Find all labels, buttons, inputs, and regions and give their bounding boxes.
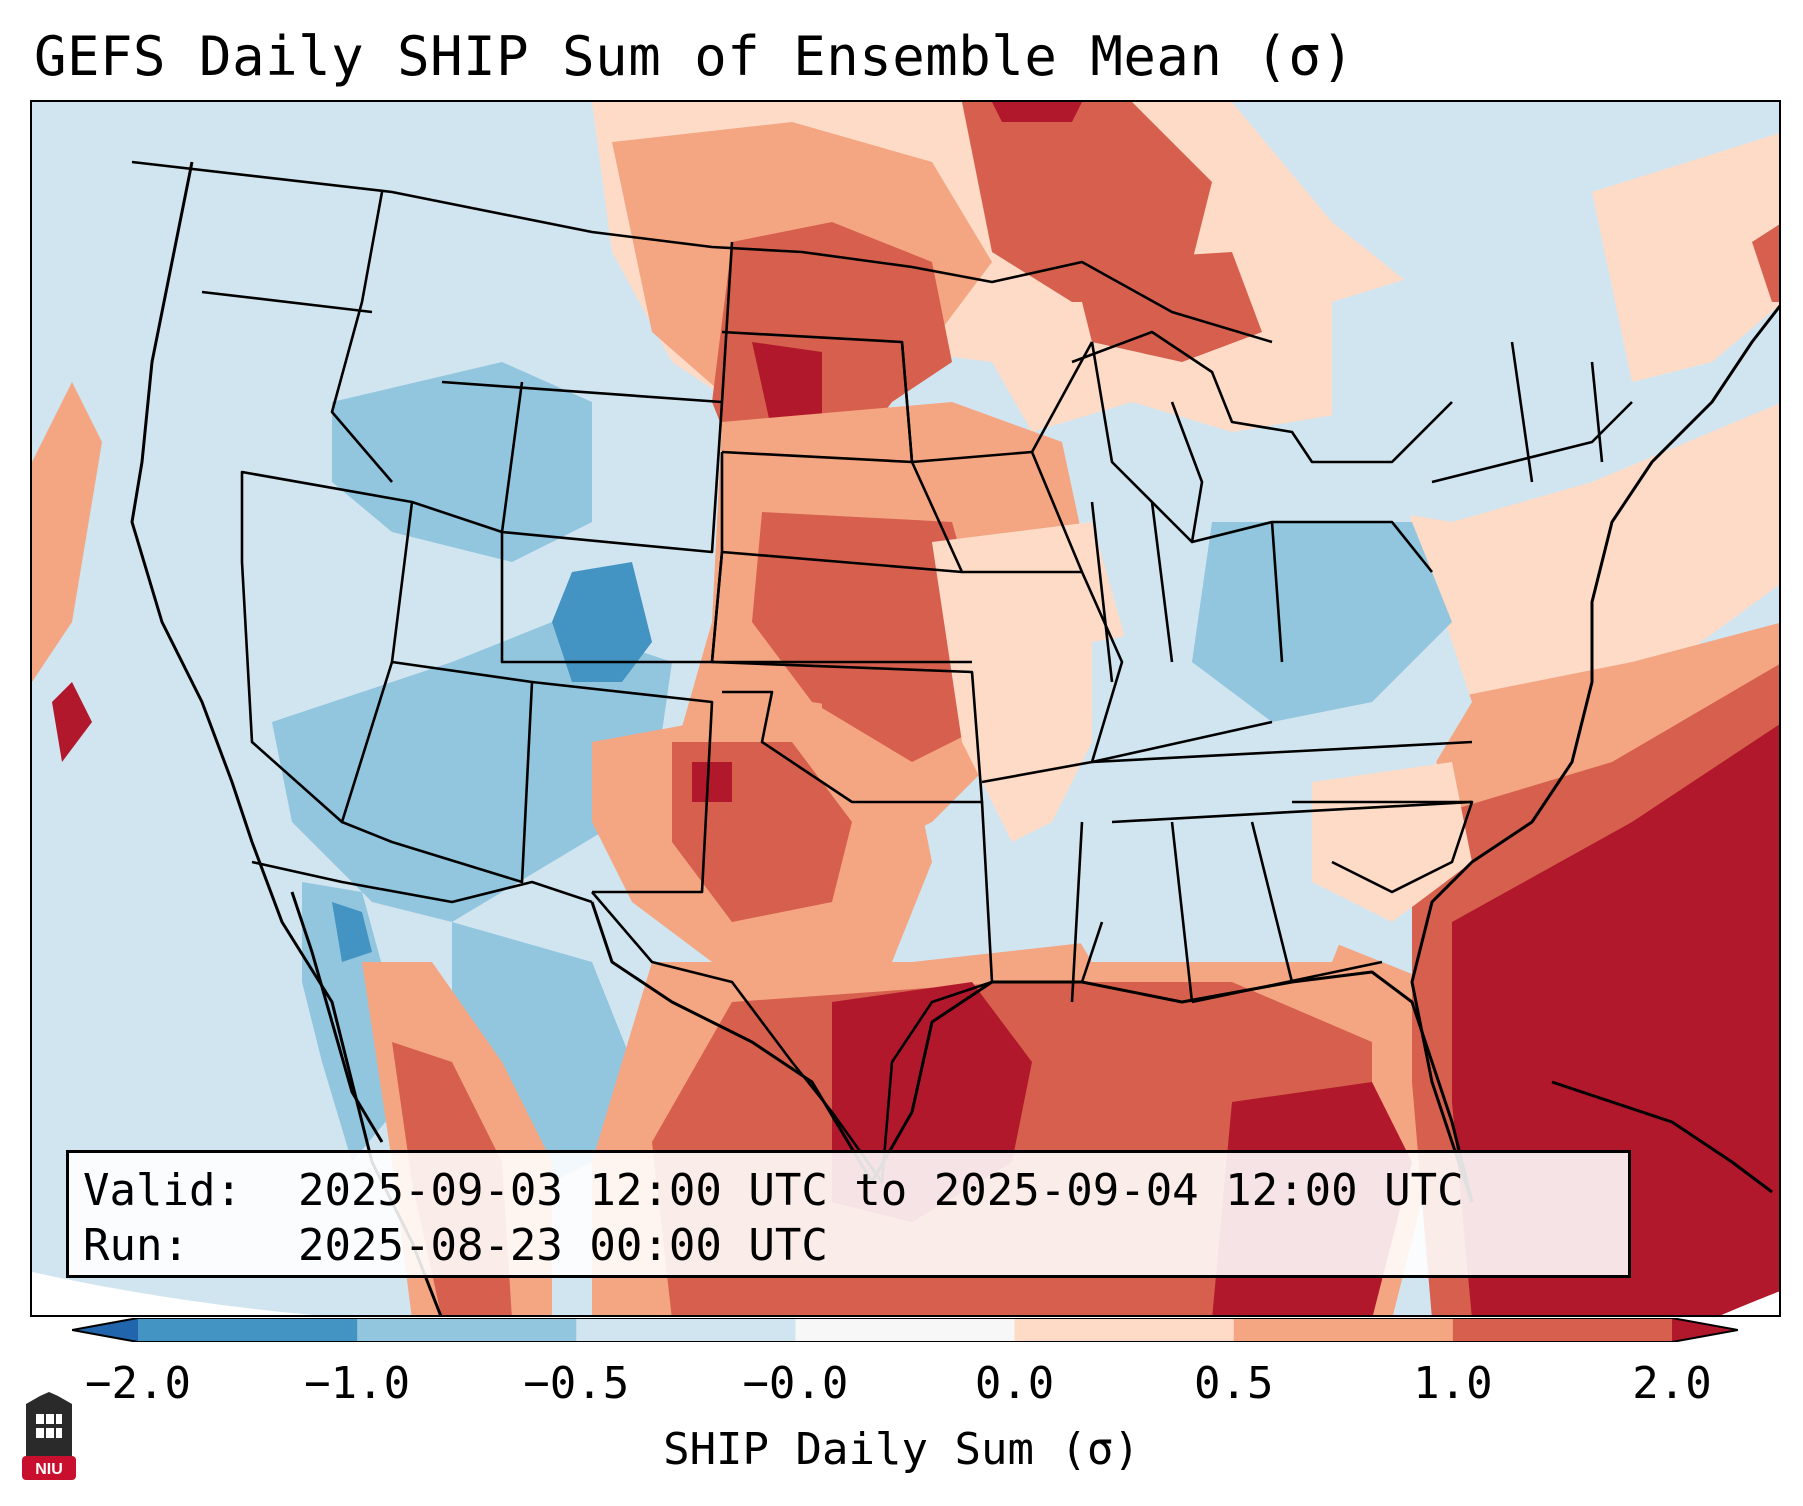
region-colorado-dark-blue <box>552 562 652 682</box>
colorbar-ticks: −2.0 −1.0 −0.5 −0.0 0.0 0.5 1.0 2.0 <box>0 1356 1803 1416</box>
boundary-wa-or <box>201 290 373 314</box>
map-svg <box>32 102 1779 1315</box>
boundary-montana-wyo <box>441 380 723 404</box>
boundary-ohio-pa <box>1191 520 1434 663</box>
colorbar-tick-label: 0.5 <box>1193 1358 1274 1409</box>
coast-cuba <box>1551 1080 1773 1194</box>
logo-window-2 <box>46 1414 54 1424</box>
colorbar-tick-label: −0.0 <box>742 1358 849 1409</box>
run-label: Run: <box>83 1220 189 1271</box>
projection-edge-bottom-right <box>1721 1291 1779 1315</box>
boundary-mexico <box>251 860 593 904</box>
colorbar-tick-label: −1.0 <box>304 1358 411 1409</box>
logo-window-6 <box>56 1428 62 1438</box>
logo-banner <box>22 1456 76 1480</box>
region-ohio-blue <box>1192 522 1452 722</box>
colorbar-bin <box>795 1318 1016 1342</box>
valid-label: Valid: <box>83 1165 242 1216</box>
region-sd-darkred <box>752 342 822 432</box>
colorbar-tick-label: 0.0 <box>974 1358 1055 1409</box>
region-pacific-band-salmon <box>32 382 102 682</box>
boundary-arizona-nm <box>341 660 534 884</box>
info-box: Valid: 2025-09-03 12:00 UTC to 2025-09-0… <box>66 1150 1631 1278</box>
region-great-lakes-red <box>1072 252 1262 362</box>
colorbar-bin <box>357 1318 577 1342</box>
boundary-carolinas <box>1292 800 1474 894</box>
boundary-canada-us <box>131 160 1273 344</box>
valid-value: 2025-09-03 12:00 UTC to 2025-09-04 12:00… <box>298 1165 1464 1216</box>
colorbar-tick-label: 2.0 <box>1632 1358 1712 1409</box>
region-baja-blue <box>302 882 402 1162</box>
colorbar-bin <box>576 1318 796 1342</box>
logo-window-1 <box>36 1414 44 1424</box>
boundary-deep-south <box>1070 821 1383 1004</box>
boundary-great-lakes <box>1071 330 1453 464</box>
logo-window-5 <box>46 1428 54 1438</box>
region-pacific-band-red <box>52 682 92 762</box>
boundary-texas <box>591 891 993 1184</box>
region-northeast-red <box>1752 224 1779 302</box>
colorbar-tick-label: 1.0 <box>1413 1358 1493 1409</box>
region-canada-red <box>962 102 1212 302</box>
valid-row: Valid: 2025-09-03 12:00 UTC to 2025-09-0… <box>83 1163 1614 1218</box>
logo-text: NIU <box>35 1461 63 1478</box>
coast-pacific <box>130 161 443 1315</box>
map-panel <box>30 100 1781 1317</box>
boundary-illinois-indiana <box>1090 501 1273 764</box>
colorbar-under-arrow <box>72 1318 138 1342</box>
colorbar <box>71 1317 1739 1343</box>
colorbar-tick-label: −2.0 <box>85 1358 191 1409</box>
colorbar-over-arrow <box>1672 1318 1738 1342</box>
boundary-missouri <box>962 570 1124 784</box>
projection-edge-bottom-left <box>32 1272 313 1315</box>
state-boundaries <box>131 160 1633 1184</box>
colorbar-bin <box>1014 1318 1235 1342</box>
boundary-new-england <box>1431 341 1633 484</box>
boundary-nm-tx <box>531 680 714 894</box>
colorbar-tick-label: −0.5 <box>523 1358 630 1409</box>
colorbar-bin <box>138 1318 358 1342</box>
boundary-wyoming <box>500 381 724 554</box>
region-northeast-peach <box>1592 133 1779 382</box>
colorbar-label: SHIP Daily Sum (σ) <box>663 1424 1140 1475</box>
run-row: Run: 2025-08-23 00:00 UTC <box>83 1218 1614 1273</box>
colorbar-bin <box>1233 1318 1454 1342</box>
region-baja-dark-blue <box>332 902 372 962</box>
region-west-medium-blue-2 <box>272 622 672 922</box>
boundary-kentucky-tennessee <box>1091 740 1473 824</box>
chart-title: GEFS Daily SHIP Sum of Ensemble Mean (σ) <box>34 25 1355 88</box>
boundary-idaho <box>330 191 393 483</box>
region-canada-darkred-top <box>992 102 1082 122</box>
colorbar-bin <box>1452 1318 1673 1342</box>
coast-atlantic <box>1410 304 1779 1203</box>
colorbar-svg <box>71 1317 1739 1343</box>
coast-baja <box>290 891 384 1143</box>
coastlines <box>130 161 1779 1315</box>
run-value: 2025-08-23 00:00 UTC <box>298 1220 828 1271</box>
coast-gulf <box>590 901 1474 1203</box>
boundary-oklahoma <box>711 660 984 804</box>
logo-window-3 <box>56 1414 62 1424</box>
logo-window-4 <box>36 1428 44 1438</box>
region-west-medium-blue-1 <box>332 362 592 562</box>
niu-logo: NIU <box>22 1392 76 1480</box>
region-texas-darkred <box>692 762 732 802</box>
